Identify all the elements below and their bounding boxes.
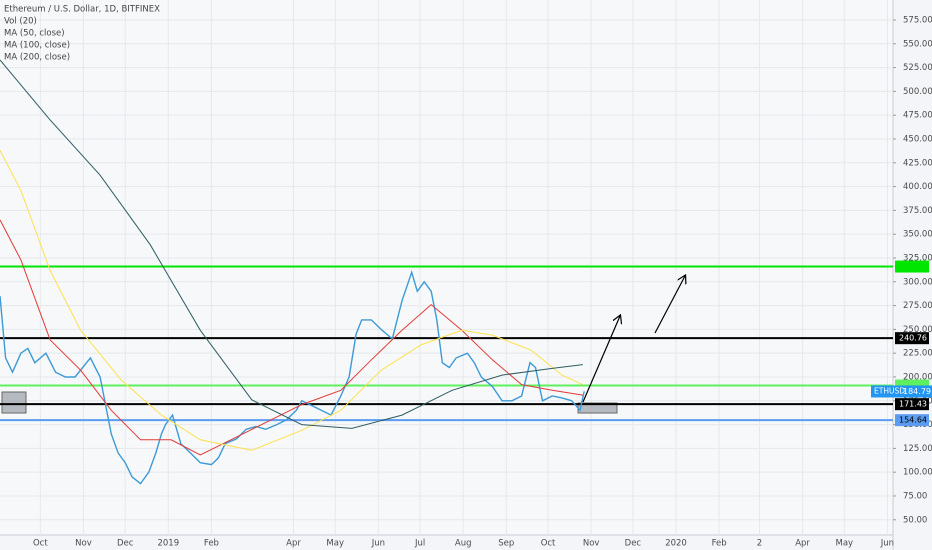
arrow [654, 276, 685, 334]
series-line [0, 59, 583, 429]
y-tick-label: 375.00 [903, 206, 932, 216]
x-tick-label: Aug [455, 539, 472, 549]
x-tick-label: Oct [33, 539, 48, 549]
y-tick-label: 550.00 [903, 39, 932, 49]
x-tick-label: Jul [414, 539, 425, 549]
x-tick-label: Apr [286, 539, 301, 549]
x-tick-label: Feb [712, 539, 727, 549]
last-price-value: 184.79 [903, 387, 931, 396]
zone-box [1, 391, 27, 414]
indicator-label: MA (100, close) [4, 41, 70, 51]
indicator-label: MA (50, close) [4, 29, 65, 39]
indicator-label: Vol (20) [4, 17, 37, 27]
y-tick-label: 425.00 [903, 158, 932, 168]
y-tick-label: 575.00 [903, 15, 932, 25]
level-tag [895, 332, 929, 345]
x-tick-label: Nov [583, 539, 600, 549]
level-tag [895, 398, 929, 411]
y-tick-label: 75.00 [903, 491, 927, 501]
last-price-tag [871, 385, 932, 398]
legend: Ethereum / U.S. Dollar, 1D, BITFINEX Vol… [4, 5, 160, 63]
x-tick-label: Feb [204, 539, 219, 549]
x-tick-label: Sep [498, 539, 514, 549]
x-tick-label: Dec [625, 539, 642, 549]
x-tick-label: Apr [795, 539, 810, 549]
y-tick-label: 525.00 [903, 63, 932, 73]
chart-title: Ethereum / U.S. Dollar, 1D, BITFINEX [4, 5, 160, 15]
x-tick-label: 2019 [157, 539, 179, 549]
y-tick-label: 350.00 [903, 230, 932, 240]
arrow [582, 316, 620, 403]
y-tick-label: 100.00 [903, 468, 932, 478]
level-tag-label: 171.43 [899, 400, 927, 409]
y-tick-label: 400.00 [903, 182, 932, 192]
y-tick-label: 325.00 [903, 253, 932, 263]
y-tick-label: 200.00 [903, 372, 932, 382]
level-tag-label: 154.64 [899, 416, 927, 425]
y-tick-label: 500.00 [903, 87, 932, 97]
y-tick-label: 225.00 [903, 349, 932, 359]
y-tick-label: 300.00 [903, 277, 932, 287]
level-tag [895, 260, 929, 273]
x-tick-label: Oct [541, 539, 556, 549]
y-tick-label: 475.00 [903, 111, 932, 121]
y-tick-label: 275.00 [903, 301, 932, 311]
series-line [0, 150, 584, 451]
series-line [0, 219, 583, 456]
x-tick-label: May [326, 539, 344, 549]
level-tag [895, 414, 929, 427]
y-tick-label: 450.00 [903, 134, 932, 144]
x-tick-label: Nov [75, 539, 92, 549]
last-price-name: ETHUSD [874, 386, 905, 395]
y-tick-label: 50.00 [903, 515, 927, 525]
level-tag-label: 240.76 [899, 334, 927, 343]
x-tick-label: 2020 [665, 539, 687, 549]
y-tick-label: 250.00 [903, 325, 932, 335]
indicator-label: MA (200, close) [4, 53, 70, 63]
y-tick-label: 125.00 [903, 444, 932, 454]
x-tick-label: 2 [757, 539, 762, 549]
x-tick-label: Dec [117, 539, 134, 549]
x-tick-label: Jun [880, 539, 894, 549]
x-tick-label: May [836, 539, 854, 549]
x-tick-label: Jun [371, 539, 385, 549]
